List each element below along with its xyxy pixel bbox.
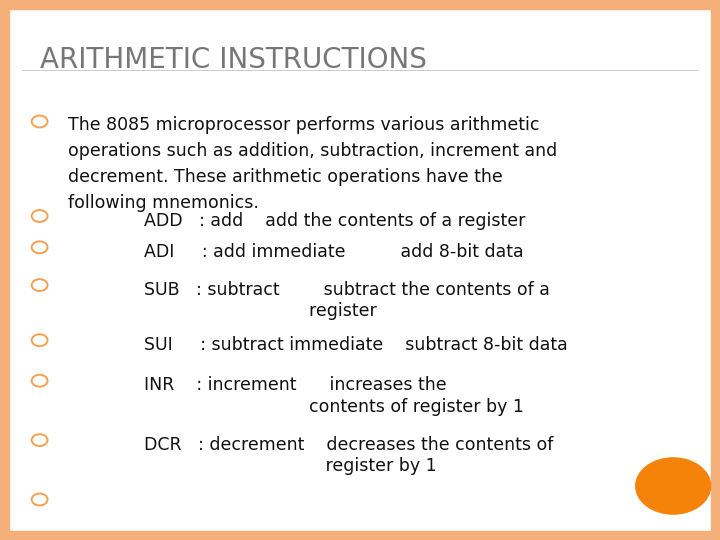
Text: contents of register by 1: contents of register by 1 [144, 398, 524, 416]
Text: DCR   : decrement    decreases the contents of: DCR : decrement decreases the contents o… [144, 436, 554, 454]
Text: register by 1: register by 1 [144, 457, 436, 475]
Text: following mnemonics.: following mnemonics. [68, 194, 259, 212]
Text: SUI     : subtract immediate    subtract 8-bit data: SUI : subtract immediate subtract 8-bit … [144, 336, 568, 354]
Text: INR    : increment      increases the: INR : increment increases the [144, 376, 446, 394]
Text: SUB   : subtract        subtract the contents of a: SUB : subtract subtract the contents of … [144, 281, 550, 299]
Text: register: register [144, 302, 377, 320]
Circle shape [636, 458, 711, 514]
Text: ADD   : add    add the contents of a register: ADD : add add the contents of a register [144, 212, 526, 230]
Text: operations such as addition, subtraction, increment and: operations such as addition, subtraction… [68, 142, 558, 160]
Text: decrement. These arithmetic operations have the: decrement. These arithmetic operations h… [68, 168, 503, 186]
Text: The 8085 microprocessor performs various arithmetic: The 8085 microprocessor performs various… [68, 116, 540, 134]
Text: ADI     : add immediate          add 8-bit data: ADI : add immediate add 8-bit data [144, 243, 523, 261]
Text: ARITHMETIC INSTRUCTIONS: ARITHMETIC INSTRUCTIONS [40, 46, 426, 74]
